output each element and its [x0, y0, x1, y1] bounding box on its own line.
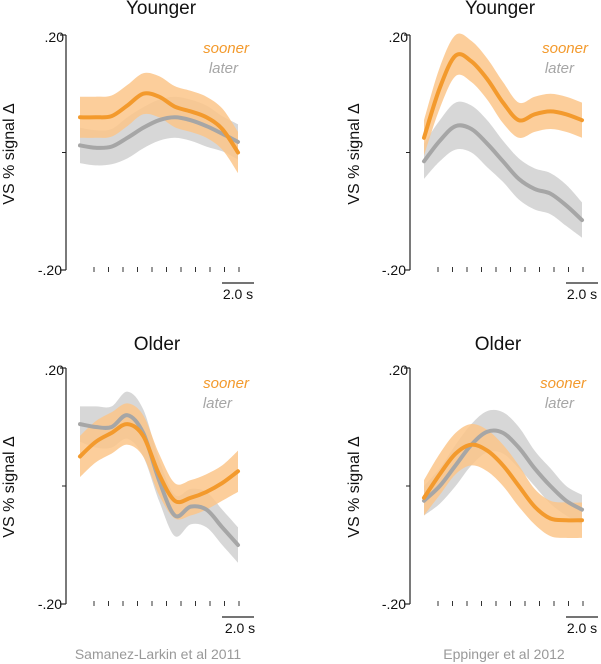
y-axis-label: VS % signal Δ: [1, 103, 18, 205]
legend-later: later: [545, 395, 575, 412]
y-tick-label-top: .20: [45, 362, 65, 378]
y-tick-label-bottom: -.20: [38, 262, 62, 278]
panel-younger-eppinger: Younger VS % signal Δ .20 -.20 sooner la…: [346, 0, 597, 302]
sooner-error-band: [424, 33, 582, 156]
panel-older-samanez: Older VS % signal Δ .20 -.20 sooner late…: [1, 334, 255, 636]
y-tick-label-bottom: -.20: [38, 596, 62, 612]
y-tick-label-bottom: -.20: [382, 596, 406, 612]
scale-bar-label: 2.0 s: [567, 620, 597, 636]
scale-bar-label: 2.0 s: [223, 286, 253, 302]
citation-eppinger: Eppinger et al 2012: [443, 646, 565, 662]
sooner-line: [422, 442, 584, 523]
y-axis-label: VS % signal Δ: [346, 103, 363, 205]
y-tick-label-bottom: -.20: [382, 262, 406, 278]
legend-sooner: sooner: [540, 375, 587, 392]
legend-later: later: [545, 60, 575, 77]
y-tick-label-top: .20: [389, 29, 409, 45]
panel-title: Younger: [465, 0, 536, 19]
later-line: [78, 413, 240, 547]
y-tick-label-top: .20: [389, 362, 409, 378]
sooner-line: [78, 422, 240, 505]
later-line: [422, 428, 584, 512]
legend-sooner: sooner: [203, 40, 250, 57]
citation-samanez-larkin: Samanez-Larkin et al 2011: [75, 646, 241, 662]
scale-bar-label: 2.0 s: [225, 620, 255, 636]
sooner-line: [78, 91, 240, 155]
y-tick-label-top: .20: [45, 29, 65, 45]
panel-title: Older: [475, 334, 522, 355]
y-axis-label: VS % signal Δ: [1, 436, 18, 538]
sooner-error-band: [80, 403, 238, 520]
panel-younger-samanez: Younger VS % signal Δ .20 -.20 sooner la…: [1, 0, 253, 302]
legend-sooner: sooner: [542, 40, 589, 57]
later-line: [78, 115, 240, 150]
legend-sooner: sooner: [203, 375, 250, 392]
panel-older-eppinger: Older VS % signal Δ .20 -.20 sooner late…: [346, 334, 597, 636]
sooner-line: [422, 52, 584, 140]
panel-title: Older: [134, 334, 181, 355]
y-axis-label: VS % signal Δ: [346, 436, 363, 538]
later-error-band: [424, 101, 582, 238]
scale-bar-label: 2.0 s: [567, 286, 597, 302]
legend-later: later: [209, 60, 239, 77]
panel-title: Younger: [126, 0, 197, 19]
sooner-error-band: [80, 72, 238, 174]
legend-later: later: [203, 395, 233, 412]
later-line: [422, 123, 584, 223]
